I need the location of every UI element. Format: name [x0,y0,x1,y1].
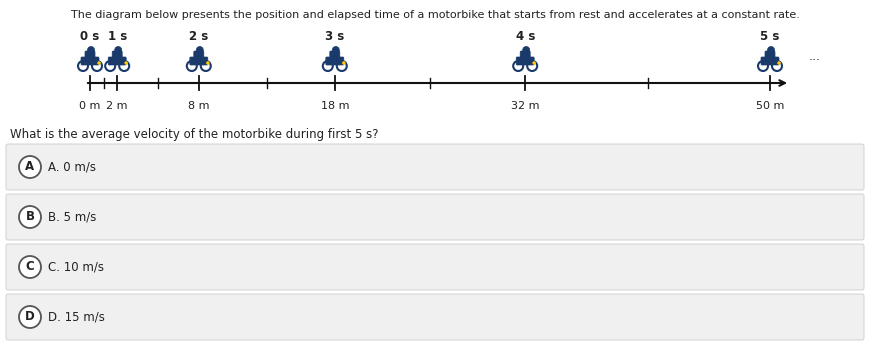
Circle shape [196,47,203,54]
Text: 3 s: 3 s [325,30,344,43]
Text: D: D [25,310,35,324]
Circle shape [88,47,95,54]
FancyBboxPatch shape [764,51,774,60]
Circle shape [19,306,41,328]
FancyBboxPatch shape [515,57,534,65]
Circle shape [532,62,535,64]
Text: 50 m: 50 m [755,101,783,111]
Circle shape [124,62,128,64]
Circle shape [206,62,209,64]
FancyBboxPatch shape [6,144,863,190]
Circle shape [522,47,529,54]
FancyBboxPatch shape [325,57,343,65]
Text: B. 5 m/s: B. 5 m/s [48,211,96,223]
Text: ...: ... [808,49,820,63]
Circle shape [777,62,779,64]
Text: 0 m: 0 m [79,101,101,111]
Circle shape [332,47,339,54]
Text: 5 s: 5 s [760,30,779,43]
Text: 32 m: 32 m [510,101,539,111]
Text: 4 s: 4 s [515,30,534,43]
Text: D. 15 m/s: D. 15 m/s [48,310,105,324]
Text: B: B [25,211,35,223]
Text: 0 s: 0 s [80,30,100,43]
Text: C. 10 m/s: C. 10 m/s [48,261,104,274]
Circle shape [19,256,41,278]
Text: 8 m: 8 m [188,101,209,111]
Text: What is the average velocity of the motorbike during first 5 s?: What is the average velocity of the moto… [10,128,378,141]
FancyBboxPatch shape [85,51,95,60]
FancyBboxPatch shape [194,51,203,60]
Circle shape [342,62,345,64]
FancyBboxPatch shape [6,294,863,340]
Text: 18 m: 18 m [320,101,348,111]
Text: 1 s: 1 s [108,30,127,43]
Text: 2 m: 2 m [106,101,128,111]
Circle shape [766,47,773,54]
FancyBboxPatch shape [6,194,863,240]
Circle shape [115,47,122,54]
FancyBboxPatch shape [760,57,778,65]
Circle shape [97,62,101,64]
Circle shape [19,156,41,178]
Circle shape [19,206,41,228]
FancyBboxPatch shape [108,57,126,65]
FancyBboxPatch shape [520,51,529,60]
Text: A: A [25,160,35,174]
Text: C: C [25,261,35,274]
Text: 2 s: 2 s [189,30,209,43]
FancyBboxPatch shape [112,51,122,60]
Text: The diagram below presents the position and elapsed time of a motorbike that sta: The diagram below presents the position … [70,10,799,20]
Text: A. 0 m/s: A. 0 m/s [48,160,96,174]
FancyBboxPatch shape [81,57,99,65]
FancyBboxPatch shape [329,51,340,60]
FancyBboxPatch shape [6,244,863,290]
FancyBboxPatch shape [189,57,208,65]
